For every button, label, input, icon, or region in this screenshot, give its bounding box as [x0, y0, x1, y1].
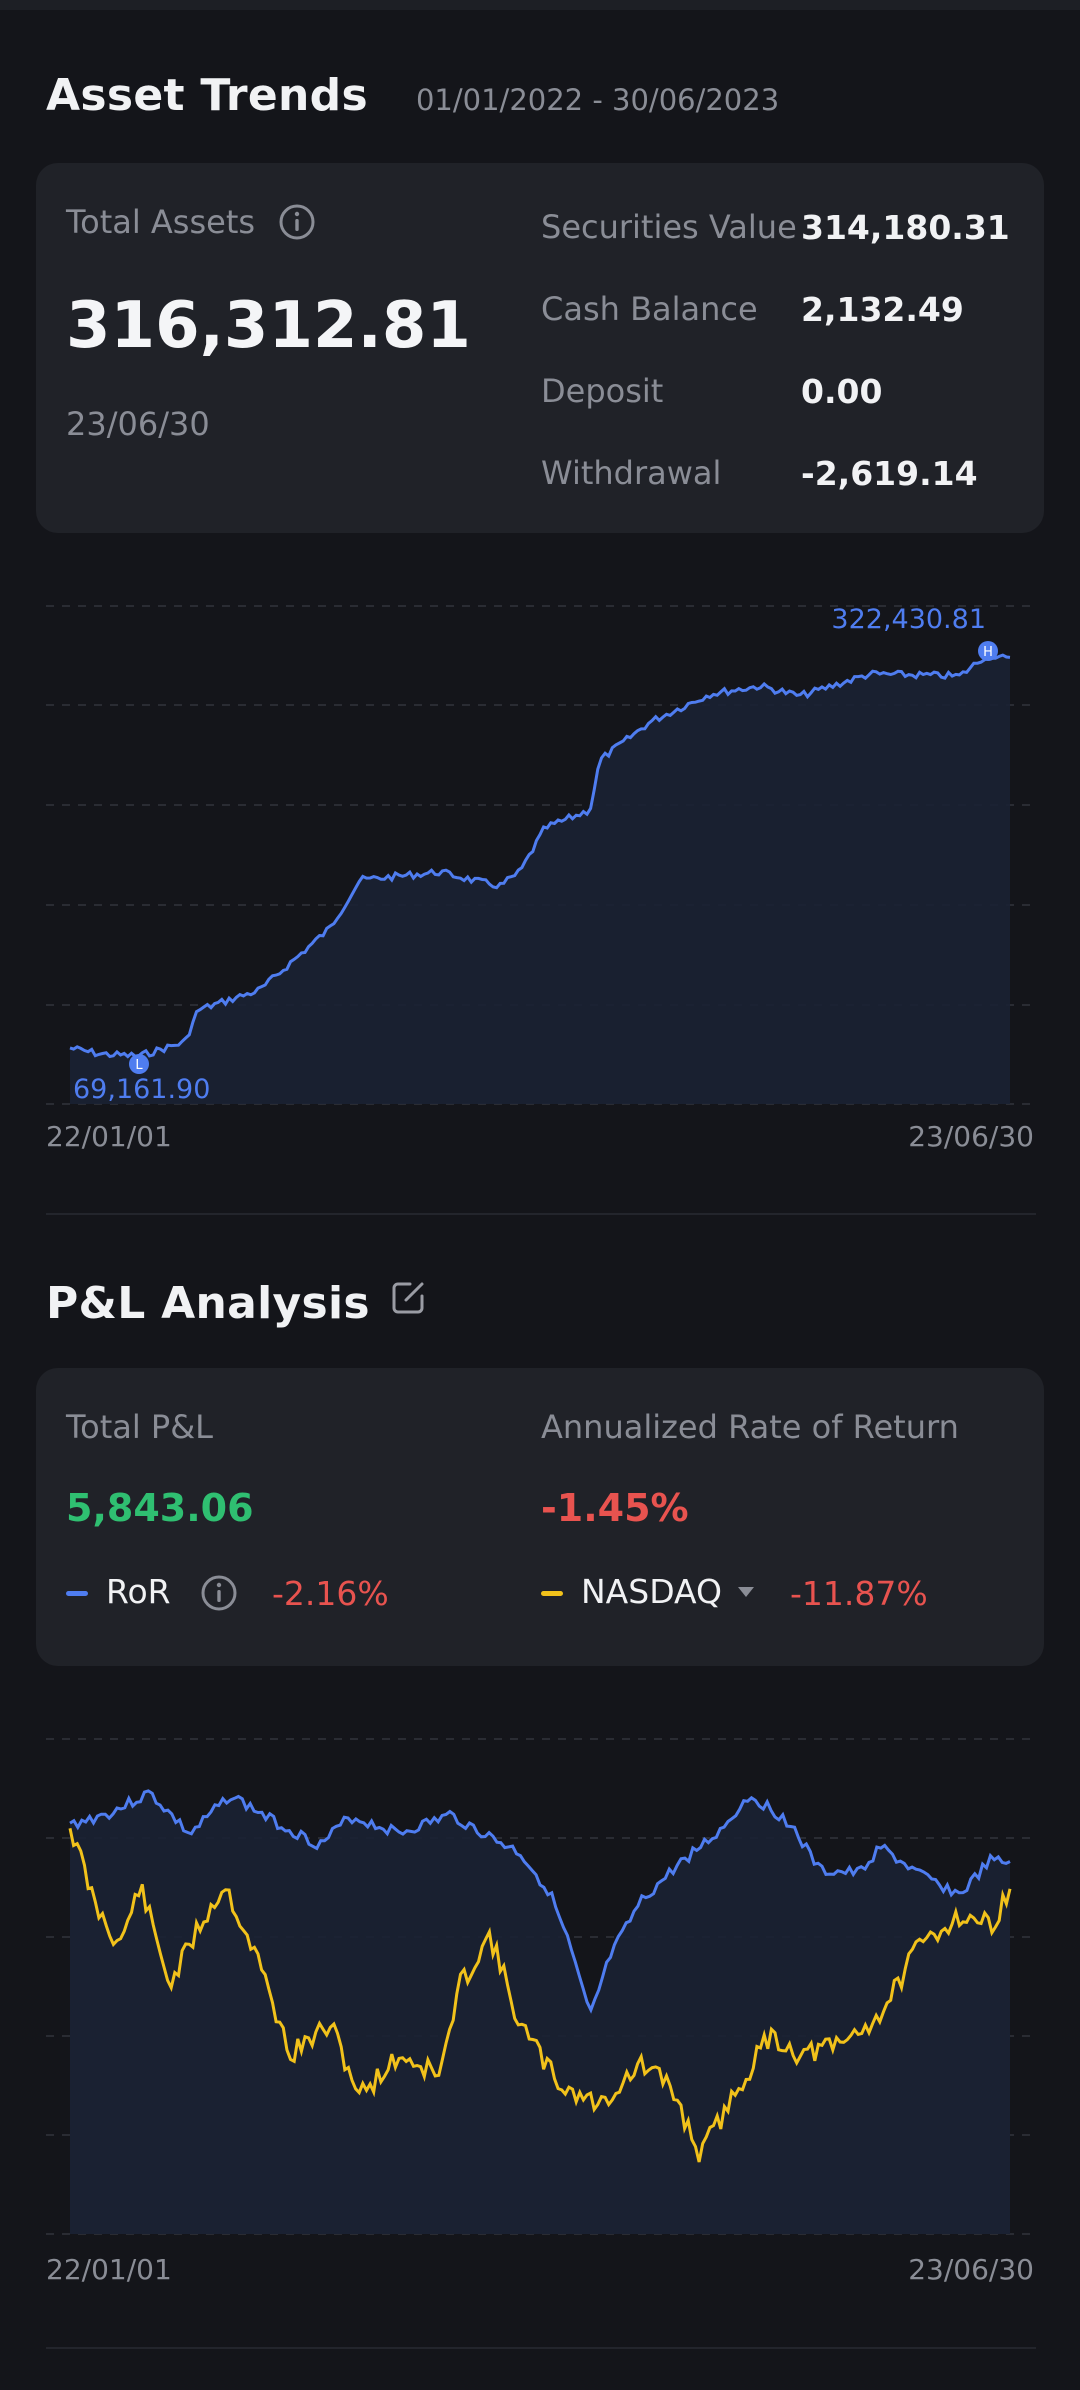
- pl-analysis-header: P&L Analysis: [46, 1278, 428, 1329]
- asset-x-start: 22/01/01: [46, 1120, 172, 1153]
- benchmark-value: -11.87%: [790, 1574, 928, 1613]
- low-value-label: 69,161.90: [73, 1074, 210, 1105]
- ror-series-line: [69, 1789, 1011, 2014]
- asset-x-end: 23/06/30: [908, 1120, 1034, 1153]
- date-range[interactable]: 01/01/2022 - 30/06/2023: [415, 83, 780, 117]
- low-marker: L: [129, 1054, 149, 1074]
- total-pl-value: 5,843.06: [66, 1486, 254, 1530]
- withdrawal-label: Withdrawal: [541, 454, 722, 492]
- high-value-label: 322,430.81: [831, 604, 986, 635]
- benchmark-selector[interactable]: NASDAQ: [581, 1572, 756, 1611]
- pl-summary-card: Total P&L 5,843.06 Annualized Rate of Re…: [36, 1368, 1044, 1666]
- asset-series-line: [69, 650, 1011, 1059]
- assets-date: 23/06/30: [66, 405, 210, 443]
- cash-balance-label: Cash Balance: [541, 290, 758, 328]
- section-divider: [46, 1213, 1036, 1215]
- pl-analysis-title: P&L Analysis: [46, 1278, 370, 1329]
- assets-summary-card: Total Assets 316,312.81 23/06/30 Securit…: [36, 163, 1044, 533]
- securities-value-label: Securities Value: [541, 208, 797, 246]
- pl-x-end: 23/06/30: [908, 2253, 1034, 2286]
- withdrawal-value: -2,619.14: [801, 454, 978, 493]
- deposit-value: 0.00: [801, 372, 883, 411]
- asset-area-fill: [70, 653, 1010, 1104]
- securities-value: 314,180.31: [801, 208, 1010, 247]
- annualized-return-label: Annualized Rate of Return: [541, 1408, 959, 1446]
- pl-x-start: 22/01/01: [46, 2253, 172, 2286]
- asset-trend-chart[interactable]: H 322,430.81 L 69,161.90: [0, 590, 1080, 1130]
- svg-text:L: L: [135, 1058, 143, 1073]
- caret-down-icon: [738, 1586, 755, 1597]
- ror-label: RoR: [106, 1572, 171, 1611]
- high-marker: H: [978, 641, 998, 661]
- bottom-divider: [46, 2347, 1036, 2349]
- asset-trends-header: Asset Trends 01/01/2022 - 30/06/2023: [46, 70, 779, 121]
- asset-trends-title: Asset Trends: [46, 70, 368, 121]
- ror-info-icon[interactable]: [200, 1574, 238, 1612]
- total-assets-label: Total Assets: [66, 203, 256, 241]
- top-bar: [0, 0, 1080, 10]
- svg-text:H: H: [983, 645, 993, 660]
- ror-area-fill: [70, 1790, 1010, 2234]
- cash-balance-value: 2,132.49: [801, 290, 964, 329]
- info-icon[interactable]: [278, 203, 316, 241]
- deposit-label: Deposit: [541, 372, 664, 410]
- ror-value: -2.16%: [272, 1574, 389, 1613]
- total-pl-label: Total P&L: [66, 1408, 213, 1446]
- annualized-return-value: -1.45%: [541, 1486, 689, 1530]
- nasdaq-series-line: [68, 1827, 1012, 2163]
- pl-trend-chart[interactable]: [0, 1725, 1080, 2255]
- nasdaq-legend-swatch: [541, 1591, 563, 1596]
- edit-icon[interactable]: [388, 1278, 428, 1318]
- total-assets-value: 316,312.81: [66, 289, 471, 363]
- benchmark-label: NASDAQ: [581, 1572, 723, 1611]
- ror-legend-swatch: [66, 1591, 88, 1596]
